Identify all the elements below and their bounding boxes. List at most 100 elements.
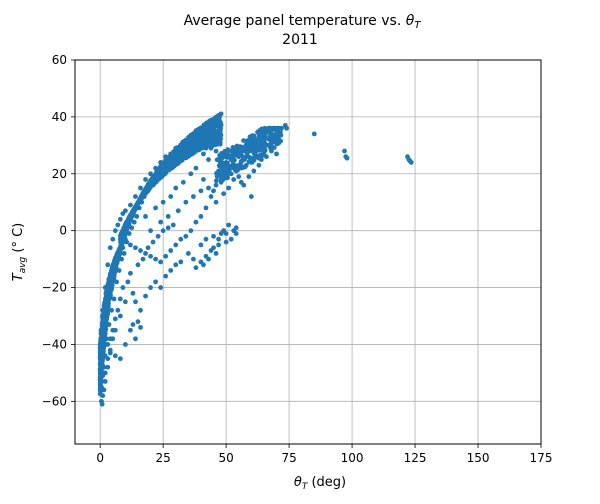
- data-point: [249, 156, 254, 162]
- data-point: [151, 174, 156, 180]
- data-point: [98, 329, 104, 335]
- data-point: [222, 148, 228, 154]
- data-point: [165, 225, 171, 231]
- data-point: [101, 322, 107, 328]
- data-point: [98, 373, 104, 379]
- data-point: [119, 230, 125, 236]
- data-point: [221, 191, 227, 197]
- data-point: [138, 248, 143, 253]
- data-point: [98, 347, 104, 353]
- data-point: [133, 194, 138, 199]
- data-point: [153, 279, 159, 285]
- data-point: [174, 145, 179, 151]
- data-point: [97, 384, 103, 389]
- data-point: [128, 202, 133, 208]
- data-point: [117, 356, 123, 362]
- data-point: [131, 219, 137, 225]
- data-point: [102, 300, 108, 306]
- data-point: [228, 236, 234, 242]
- data-point: [234, 143, 240, 149]
- data-point: [255, 154, 260, 159]
- data-point: [236, 174, 242, 180]
- y-tick-label: −40: [42, 337, 67, 351]
- data-point: [206, 256, 211, 262]
- data-point: [107, 347, 113, 353]
- data-point: [130, 210, 136, 216]
- data-point: [143, 251, 148, 256]
- data-point: [203, 125, 209, 131]
- data-point: [126, 218, 131, 224]
- y-tick-label: 0: [59, 224, 67, 238]
- data-point: [201, 262, 206, 268]
- points-layer: [97, 111, 414, 407]
- data-point: [199, 141, 205, 147]
- data-point: [175, 208, 181, 214]
- data-point: [241, 138, 246, 143]
- data-point: [222, 175, 228, 181]
- data-point: [119, 238, 125, 244]
- data-point: [153, 256, 159, 262]
- data-point: [213, 148, 219, 154]
- data-point: [260, 147, 266, 153]
- data-point: [100, 358, 105, 364]
- data-point: [148, 285, 153, 290]
- data-point: [211, 188, 216, 194]
- data-point: [99, 363, 104, 369]
- data-point: [183, 199, 189, 205]
- data-point: [121, 225, 127, 231]
- data-point: [133, 245, 138, 251]
- y-tick-label: −60: [42, 394, 67, 408]
- data-point: [143, 293, 148, 299]
- data-point: [218, 167, 224, 173]
- chart-title-symbol: θ: [406, 13, 415, 29]
- data-point: [106, 278, 112, 284]
- data-point: [194, 141, 199, 147]
- chart-title-symbol-sub: T: [414, 20, 421, 31]
- data-point: [267, 125, 273, 131]
- x-axis-label-symbol: θ: [294, 475, 302, 490]
- data-point: [143, 214, 148, 219]
- data-point: [178, 259, 184, 265]
- data-point: [209, 136, 215, 142]
- data-point: [133, 336, 138, 342]
- data-point: [109, 307, 114, 313]
- data-point: [193, 145, 198, 151]
- data-point: [218, 177, 224, 182]
- data-point: [216, 236, 221, 242]
- data-point: [135, 319, 141, 325]
- data-point: [145, 245, 151, 251]
- data-point: [165, 214, 171, 219]
- data-point: [99, 352, 105, 358]
- data-point: [115, 307, 121, 313]
- data-point: [148, 228, 153, 234]
- data-point: [342, 148, 347, 154]
- data-point: [128, 242, 133, 248]
- data-point: [209, 129, 215, 134]
- data-point: [247, 134, 253, 140]
- data-point: [173, 262, 179, 268]
- data-point: [251, 168, 257, 174]
- data-point: [188, 171, 194, 177]
- data-point: [140, 256, 146, 262]
- data-point: [259, 126, 265, 132]
- data-point: [198, 242, 204, 248]
- data-point: [128, 327, 133, 333]
- x-tick-layer: 0 25 50 75 100 125 150 175: [96, 444, 552, 465]
- y-tick-layer: −60 −40 −20 0 20 40 60: [42, 53, 75, 408]
- data-point: [138, 185, 143, 191]
- data-point: [213, 199, 219, 205]
- data-point: [173, 185, 179, 191]
- data-point: [111, 273, 117, 278]
- data-point: [198, 188, 204, 194]
- data-point: [153, 205, 159, 211]
- data-point: [205, 140, 211, 146]
- x-tick-label: 125: [404, 451, 427, 465]
- data-point: [107, 245, 113, 251]
- data-point: [226, 222, 232, 228]
- data-point: [212, 133, 218, 139]
- data-point: [189, 133, 195, 138]
- data-point: [207, 120, 213, 126]
- x-tick-label: 0: [96, 451, 104, 465]
